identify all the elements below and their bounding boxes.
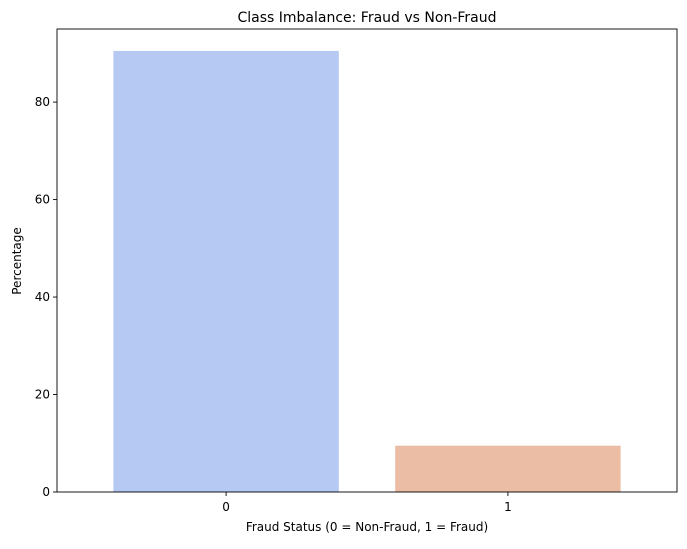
x-tick-label: 1: [504, 500, 512, 514]
plot-area: [113, 50, 621, 492]
y-tick-label: 40: [35, 290, 50, 304]
y-axis: 0 20 40 60 80: [35, 95, 57, 499]
y-axis-label: Percentage: [10, 227, 24, 295]
y-tick-label: 80: [35, 95, 50, 109]
y-tick-label: 20: [35, 388, 50, 402]
plot-frame: [56, 28, 678, 493]
chart-title: Class Imbalance: Fraud vs Non-Fraud: [237, 10, 496, 26]
y-tick-label: 60: [35, 193, 50, 207]
y-tick-label: 0: [42, 485, 50, 499]
x-tick-label: 0: [222, 500, 230, 514]
bar-1: [395, 445, 621, 492]
bar-0: [113, 50, 339, 492]
x-axis-label: Fraud Status (0 = Non-Fraud, 1 = Fraud): [246, 520, 488, 534]
